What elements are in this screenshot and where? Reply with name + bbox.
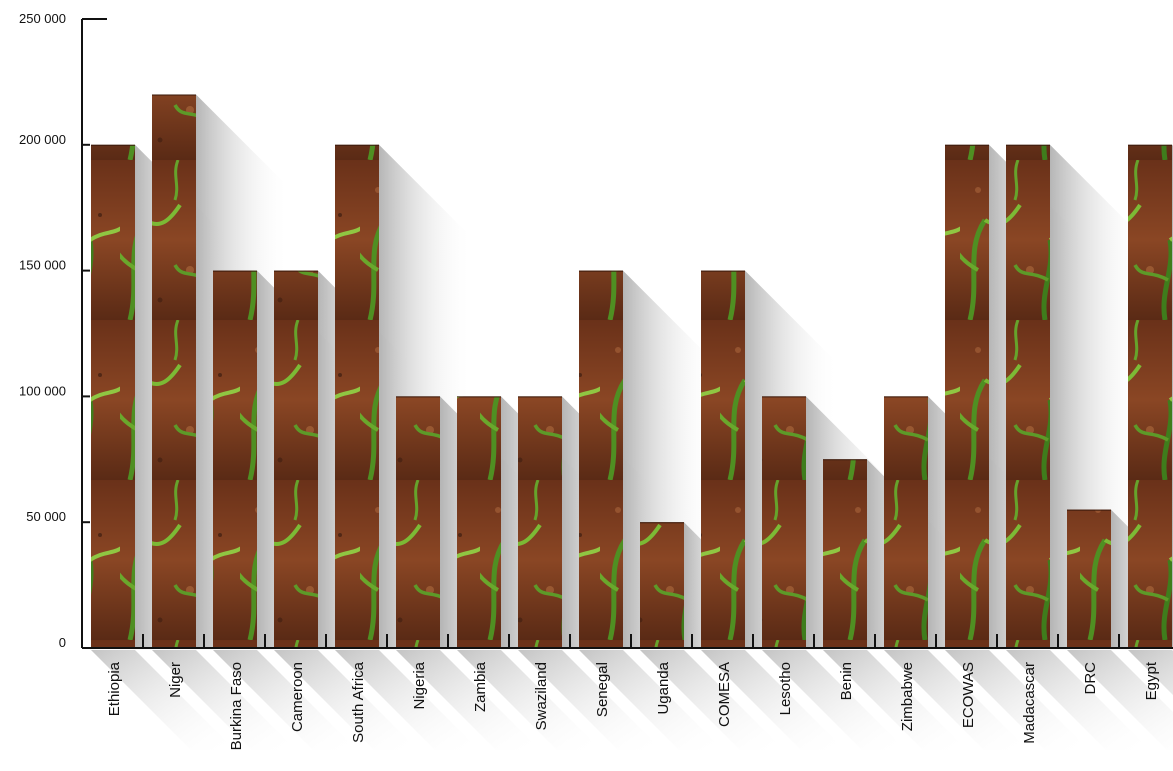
y-tick-label: 150 000 [19, 258, 66, 273]
label-shadow [579, 650, 723, 750]
bar-cameroon [274, 270, 318, 648]
bar-nigeria [396, 396, 440, 648]
category-label: Senegal [594, 662, 611, 717]
bar-niger [152, 94, 196, 649]
category-label: Burkina Faso [228, 662, 245, 750]
bar-ethiopia [91, 144, 135, 649]
bar-south-africa [335, 144, 379, 649]
bar-ecowas [945, 144, 989, 649]
category-label: Nigeria [411, 661, 428, 709]
label-shadow [274, 650, 418, 750]
label-shadow [396, 650, 540, 750]
label-shadow [1006, 650, 1150, 750]
label-shadows [91, 650, 1173, 750]
bar-zimbabwe [884, 396, 928, 648]
category-label: ECOWAS [960, 662, 977, 728]
category-label: Niger [167, 662, 184, 698]
label-shadow [640, 650, 784, 750]
category-label: Ethiopia [106, 661, 123, 716]
label-shadow [457, 650, 601, 750]
label-shadow [335, 650, 479, 750]
label-shadow [762, 650, 906, 750]
bar-comesa [701, 270, 745, 648]
y-tick-label: 50 000 [26, 509, 66, 524]
category-label: Zimbabwe [899, 662, 916, 731]
bar-drc [1067, 509, 1111, 648]
bar-lesotho [762, 396, 806, 648]
category-label: Madacascar [1021, 662, 1038, 744]
label-shadow [823, 650, 967, 750]
label-shadow [213, 650, 357, 750]
y-tick-label: 200 000 [19, 132, 66, 147]
category-label: Benin [838, 662, 855, 700]
bar-burkina-faso [213, 270, 257, 648]
bar-egypt [1128, 144, 1172, 649]
category-label: South Africa [350, 661, 367, 743]
label-shadow [884, 650, 1028, 750]
category-label: COMESA [716, 662, 733, 727]
label-shadow [701, 650, 845, 750]
label-shadow [152, 650, 296, 750]
bars [91, 94, 1172, 649]
bar-uganda [640, 522, 684, 648]
bar-zambia [457, 396, 501, 648]
label-shadow [91, 650, 235, 750]
category-label: DRC [1082, 662, 1099, 695]
category-label: Zambia [472, 661, 489, 712]
bar-madacascar [1006, 144, 1050, 649]
y-ticks: 0 50 000 100 000 150 000 200 000 250 000 [19, 11, 90, 650]
category-label: Uganda [655, 661, 672, 714]
category-label: Cameroon [289, 662, 306, 732]
label-shadow [518, 650, 662, 750]
bar-benin [823, 459, 867, 648]
y-tick-label: 0 [59, 635, 66, 650]
x-ticks [82, 634, 1173, 649]
category-label: Egypt [1143, 661, 1160, 700]
y-axis [81, 18, 107, 648]
label-shadow [945, 650, 1089, 750]
category-label: Lesotho [777, 662, 794, 715]
bar-senegal [579, 270, 623, 648]
category-labels: Ethiopia Niger Burkina Faso Cameroon South A… [106, 661, 1160, 750]
bar-swaziland [518, 396, 562, 648]
y-tick-label: 100 000 [19, 383, 66, 398]
label-shadow [1067, 650, 1173, 750]
label-shadow [1128, 650, 1173, 695]
category-label: Swaziland [533, 662, 550, 730]
y-tick-label: 250 000 [19, 11, 66, 26]
